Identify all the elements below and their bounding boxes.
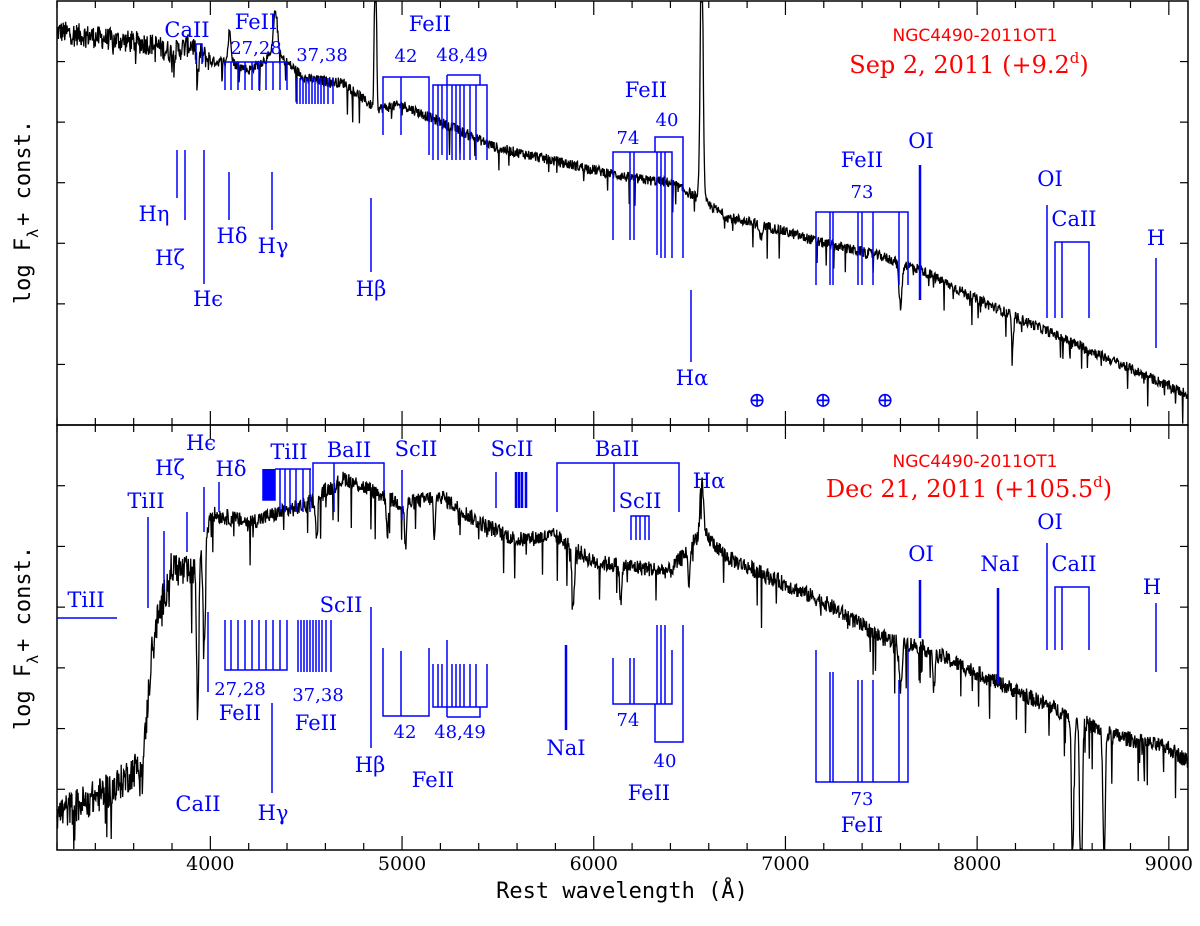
bottom-label-h-eps: Hϵ [186,431,216,455]
top-label-40: 40 [656,110,679,131]
x-tick-label: 6000 [570,853,618,875]
bottom-label-caii-1: CaII [1051,552,1096,576]
bottom-label-37-38: 37,38 [292,685,344,706]
bottom-label-feii-4: FeII [628,781,670,805]
bottom-panel-frame [56,424,1189,851]
bottom-label-feii-5: FeII [841,813,883,837]
top-label-42: 42 [395,46,418,67]
bottom-label-caii-2: CaII [175,792,220,816]
x-axis-label: Rest wavelength (Å) [496,877,748,904]
top-label-h: H [1147,226,1165,250]
bottom-label-oi-2: OI [1037,510,1063,534]
top-label-h-zeta: Hζ [155,246,185,270]
bottom-label-nai-2: NaI [546,736,585,760]
x-tick-label: 7000 [761,853,809,875]
spectrum-line-bottom [56,471,1189,850]
bottom-label-scii-3: ScII [619,489,662,513]
top-y-axis-label: log Fλ+ const. [11,120,42,304]
top-label-h-eta: Hη [139,202,170,226]
telluric-symbol-1: ⊕ [748,388,766,412]
bottom-label-scii-2: ScII [491,437,534,461]
bottom-label-48-49: 48,49 [434,722,486,743]
top-label-27-28: 27,28 [230,38,282,59]
top-label-h-delta: Hδ [217,224,248,248]
top-label-caii: CaII [164,18,209,42]
top-date: Sep 2, 2011 (+9.2d) [849,49,1089,79]
bottom-label-h-zeta: Hζ [155,456,185,480]
bottom-label-scii-1: ScII [395,437,438,461]
x-tick-label: 4000 [186,853,234,875]
x-tick-label: 8000 [953,853,1001,875]
top-label-37-38: 37,38 [296,45,348,66]
bottom-label-h-alpha: Hα [693,469,726,493]
bottom-label-tiii-1: TiII [127,489,164,513]
bottom-label-baii-1: BaII [327,438,372,462]
bottom-label-scii-4: ScII [320,593,363,617]
top-label-feii-1: FeII [235,10,277,34]
bottom-object-name: NGC4490-2011OT1 [892,452,1057,472]
bottom-label-73: 73 [851,789,874,810]
bottom-label-tiii-3: TiII [67,588,104,612]
top-object-name: NGC4490-2011OT1 [892,26,1057,46]
x-tick-label: 9000 [1145,853,1193,875]
bottom-label-oi-1: OI [908,542,934,566]
top-label-feii-3: FeII [625,78,667,102]
x-tick-label: 5000 [378,853,426,875]
bottom-label-40: 40 [654,751,677,772]
top-label-feii-2: FeII [409,12,451,36]
bottom-label-feii-3: FeII [412,768,454,792]
bottom-label-feii-2: FeII [295,711,337,735]
bottom-label-h: H [1143,575,1161,599]
axis-ticks [56,1,1188,850]
bottom-label-42: 42 [394,722,417,743]
telluric-symbol-3: ⊕ [876,388,894,412]
bottom-label-74: 74 [617,710,640,731]
bottom-label-nai-1: NaI [980,552,1019,576]
bottom-y-axis-label: log Fλ+ const. [11,546,42,730]
top-label-feii-4: FeII [841,148,883,172]
top-label-73: 73 [851,182,874,203]
bottom-label-tiii-2: TiII [270,440,307,464]
line-id-markers [57,43,1157,793]
bottom-label-27-28: 27,28 [214,679,266,700]
bottom-label-h-gamma: Hγ [258,801,289,825]
top-label-oi-1: OI [908,129,934,153]
top-label-h-alpha: Hα [676,366,709,390]
top-label-h-beta: Hβ [356,277,386,301]
top-label-48-49: 48,49 [436,45,488,66]
bottom-label-feii-1: FeII [219,701,261,725]
telluric-symbol-2: ⊕ [814,388,832,412]
bottom-label-h-delta: Hδ [216,457,247,481]
top-label-h-gamma: Hγ [258,234,289,258]
bottom-label-baii-2: BaII [595,437,640,461]
bottom-label-h-beta: Hβ [355,753,385,777]
top-label-caii-2: CaII [1051,207,1096,231]
bottom-date: Dec 21, 2011 (+105.5d) [826,473,1112,503]
top-label-74: 74 [617,128,640,149]
top-label-h-eps: Hϵ [193,287,223,311]
top-label-oi-2: OI [1037,167,1063,191]
